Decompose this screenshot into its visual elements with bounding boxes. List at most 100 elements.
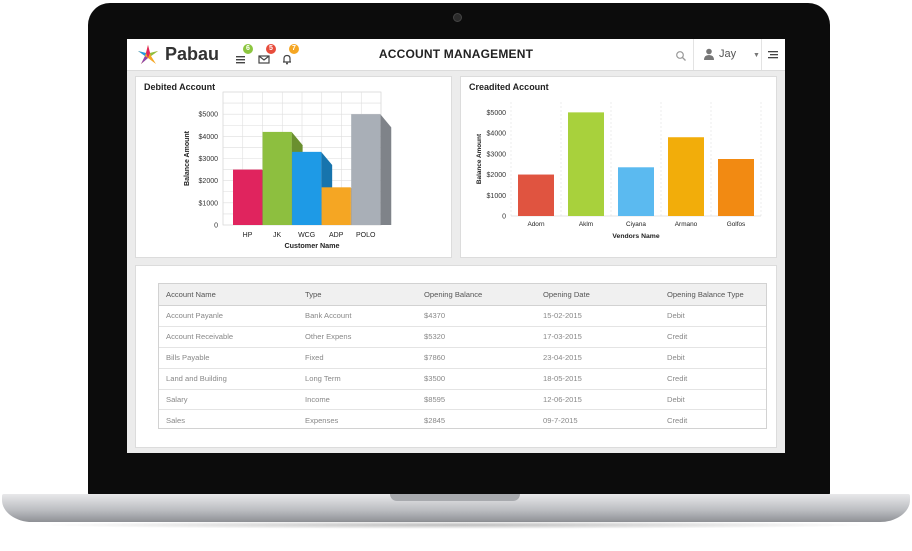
x-tick-label: JK bbox=[273, 232, 282, 239]
list-icon[interactable] bbox=[234, 52, 248, 66]
bar-jk bbox=[262, 131, 292, 225]
table-cell: Salary bbox=[159, 389, 298, 411]
table-row[interactable]: Land and Building Long Term $3500 18-05-201… bbox=[159, 368, 766, 390]
bell-icon[interactable] bbox=[280, 52, 294, 66]
y-axis-label: Balance Amount bbox=[184, 130, 191, 186]
y-tick-label: $5000 bbox=[487, 110, 507, 117]
x-axis-label: Customer Name bbox=[284, 241, 339, 250]
credited-card-title: Creadited Account bbox=[469, 82, 549, 92]
table-row[interactable]: Sales Expenses $2845 09-7-2015 Credit bbox=[159, 410, 766, 430]
credited-bar-chart: 0 $1000 $2000 $3000 $4000 $5000 Adorn Aklm Ciyan… bbox=[476, 102, 762, 240]
x-tick-label: Golfos bbox=[727, 221, 745, 228]
page-title: ACCOUNT MANAGEMENT bbox=[378, 47, 534, 61]
webcam bbox=[453, 13, 462, 22]
table-cell: 09-7-2015 bbox=[543, 415, 578, 425]
x-tick-label: Armano bbox=[675, 221, 698, 228]
table-cell: Credit bbox=[667, 415, 688, 425]
table-cell: $7860 bbox=[417, 347, 536, 369]
y-tick-label: 0 bbox=[502, 214, 506, 221]
app-screen: Pabau 6 5 7 ACCOUNT MANAGEMENT Jay ▼ Deb… bbox=[127, 39, 785, 453]
x-tick-label: Aklm bbox=[579, 221, 593, 228]
x-tick-label: WCG bbox=[298, 232, 315, 239]
y-tick-label: $3000 bbox=[199, 156, 219, 163]
col-opening-date[interactable]: Opening Date bbox=[536, 284, 660, 306]
debited-bar-chart: 0 $1000 $2000 $3000 $4000 $5000 HP JK WCG ADP POLO… bbox=[184, 91, 392, 250]
bar-ciyana bbox=[618, 167, 654, 216]
bar-armano bbox=[668, 137, 704, 216]
table-row[interactable]: Bills Payable Fixed $7860 23-04-2015 Debit bbox=[159, 347, 766, 369]
list-badge: 6 bbox=[243, 44, 253, 54]
table-row[interactable]: Account Payanle Bank Account $4370 15-02-20… bbox=[159, 305, 766, 327]
header-divider-2 bbox=[761, 39, 762, 70]
y-tick-label: 0 bbox=[214, 223, 218, 230]
table-cell: 23-04-2015 bbox=[536, 347, 660, 369]
table-cell: $3500 bbox=[417, 368, 536, 390]
table-cell: $2845 bbox=[424, 415, 446, 425]
table-cell: $8595 bbox=[417, 389, 536, 411]
pabau-logo-icon[interactable] bbox=[136, 43, 160, 67]
table-cell: $4370 bbox=[417, 305, 536, 327]
bar-golfos bbox=[718, 159, 754, 216]
bar-wcg bbox=[292, 151, 322, 225]
bar-aklm bbox=[568, 112, 604, 216]
y-tick-label: $4000 bbox=[487, 131, 507, 138]
x-axis-label: Vendors Name bbox=[612, 233, 659, 240]
table-cell: Bills Payable bbox=[159, 347, 298, 369]
table-cell: 18-05-2015 bbox=[536, 368, 660, 390]
debited-account-card: Debited Account 0 $1000 $2000 $3000 $4000 $50… bbox=[135, 76, 452, 258]
debited-card-title: Debited Account bbox=[144, 82, 216, 92]
table-cell: 12-06-2015 bbox=[536, 389, 660, 411]
y-tick-label: $1000 bbox=[199, 200, 219, 207]
table-cell: Debit bbox=[660, 389, 766, 411]
mail-icon[interactable] bbox=[257, 52, 271, 66]
chevron-down-icon[interactable]: ▼ bbox=[753, 52, 760, 59]
bar-adorn bbox=[518, 174, 554, 216]
menu-icon[interactable] bbox=[767, 49, 779, 61]
table-cell: Expenses bbox=[305, 415, 339, 425]
col-type[interactable]: Type bbox=[298, 284, 417, 306]
table-row[interactable]: Salary Income $8595 12-06-2015 Debit bbox=[159, 389, 766, 411]
credited-account-card: Creadited Account 0 $1000 $2000 $3000 $4000 $… bbox=[460, 76, 777, 258]
table-cell: 15-02-2015 bbox=[536, 305, 660, 327]
laptop-shadow bbox=[30, 521, 882, 529]
bar-side bbox=[380, 114, 392, 225]
table-cell: 17-03-2015 bbox=[536, 326, 660, 348]
y-tick-label: $2000 bbox=[487, 172, 507, 179]
bar-hp bbox=[233, 169, 263, 225]
bar-adp bbox=[321, 187, 351, 225]
table-cell: Credit bbox=[660, 368, 766, 390]
table-cell: Income bbox=[298, 389, 417, 411]
table-cell: Land and Building bbox=[159, 368, 298, 390]
table-cell: Other Expens bbox=[298, 326, 417, 348]
table-cell: Debit bbox=[660, 347, 766, 369]
table-cell: Long Term bbox=[298, 368, 417, 390]
header-divider bbox=[693, 39, 694, 70]
col-account-name[interactable]: Account Name bbox=[159, 284, 298, 306]
table-cell: Credit bbox=[660, 326, 766, 348]
search-icon[interactable] bbox=[675, 50, 687, 62]
y-tick-label: $4000 bbox=[199, 134, 219, 141]
bell-badge: 7 bbox=[289, 44, 299, 54]
brand-name[interactable]: Pabau bbox=[165, 44, 220, 64]
col-opening-balance[interactable]: Opening Balance bbox=[417, 284, 536, 306]
table-row[interactable]: Account Receivable Other Expens $5320 17-03… bbox=[159, 326, 766, 348]
table-header-row: Account Name Type Opening Balance Openin… bbox=[159, 284, 766, 306]
table-cell: $5320 bbox=[417, 326, 536, 348]
y-tick-label: $5000 bbox=[199, 112, 219, 119]
user-name[interactable]: Jay bbox=[719, 48, 737, 60]
table-cell: Debit bbox=[660, 305, 766, 327]
user-icon[interactable] bbox=[702, 47, 716, 61]
x-tick-label: Adorn bbox=[527, 221, 544, 228]
mail-badge: 5 bbox=[266, 44, 276, 54]
table-cell: Fixed bbox=[298, 347, 417, 369]
y-tick-label: $2000 bbox=[199, 178, 219, 185]
bar-polo bbox=[351, 114, 381, 225]
col-opening-balance-type[interactable]: Opening Balance Type bbox=[660, 284, 766, 306]
table-cell: Account Receivable bbox=[159, 326, 298, 348]
table-cell: Sales bbox=[166, 415, 185, 425]
x-tick-label: POLO bbox=[356, 232, 376, 239]
y-tick-label: $1000 bbox=[487, 193, 507, 200]
top-bar: Pabau 6 5 7 ACCOUNT MANAGEMENT Jay ▼ bbox=[127, 39, 785, 71]
table-cell: Bank Account bbox=[298, 305, 417, 327]
laptop-notch bbox=[390, 494, 520, 501]
